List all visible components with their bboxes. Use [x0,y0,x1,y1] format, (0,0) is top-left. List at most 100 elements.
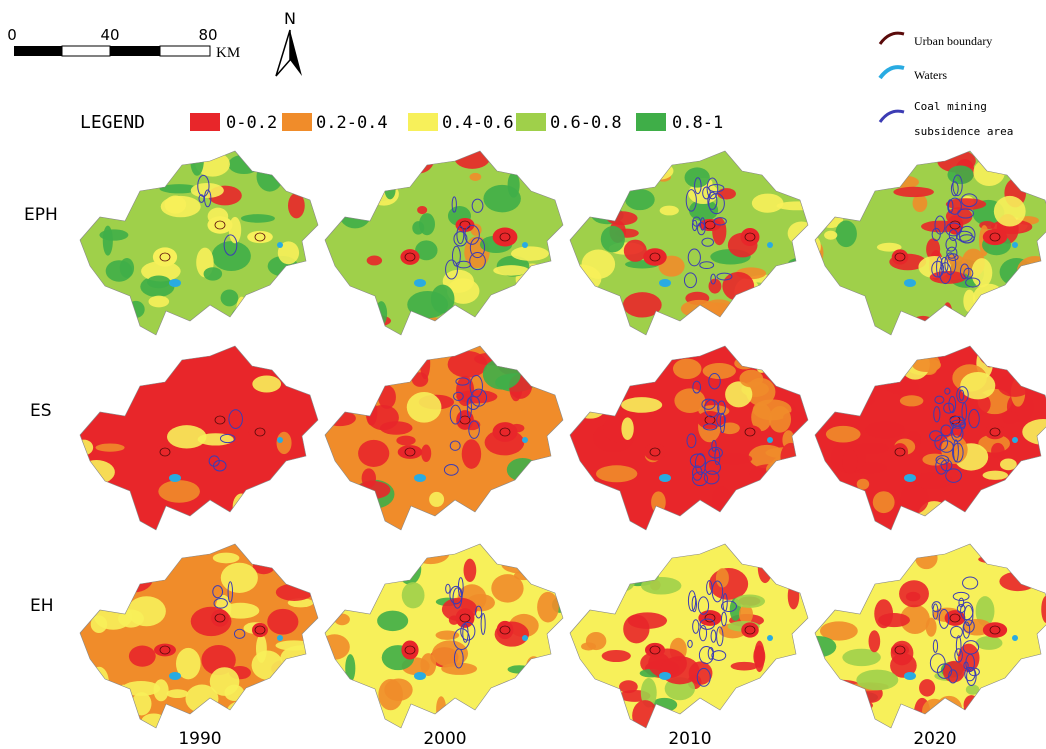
urban-core [697,411,722,429]
map-patch [601,226,625,252]
map-patch [441,663,477,675]
map-patch [596,465,637,482]
map-patch [835,221,857,248]
map-patch [628,612,667,628]
map-patch [991,443,1005,459]
water [414,474,426,482]
scale-segment [14,46,62,56]
urban-core [211,609,229,626]
row-label: EH [30,596,54,616]
map-patch [971,258,992,287]
map-patch [660,206,679,216]
water [904,672,916,680]
water [659,474,671,482]
map-patch [621,397,662,413]
north-label: N [284,9,296,28]
map-patch [106,260,133,281]
map-patch [856,442,888,454]
urban-core [891,644,909,657]
overlay-label: Coal mining [914,100,987,113]
map-patch [960,372,995,399]
figure: 0 40 80 KM N LEGEND 0-0.2 0.2-0.4 0.4-0.… [0,0,1046,749]
urban-core [643,248,666,266]
map-patch [731,662,758,671]
map-patch [873,491,895,513]
map-patch [221,289,239,306]
urban-core [252,623,268,637]
urban-core [398,445,423,459]
urban-core [207,216,232,233]
legend-label: 0.4-0.6 [442,113,514,133]
water [1012,635,1018,641]
map-patch [1000,459,1017,471]
map-patch [204,267,223,280]
row-label: EPH [24,205,58,225]
water [277,635,283,641]
map-patch [926,618,937,637]
map-patch [874,599,893,628]
map-patch [491,574,523,602]
map-patch [511,246,549,260]
urban-core [493,228,518,247]
map-patch [673,359,702,379]
map-patch [407,392,442,423]
urban-core [209,412,231,428]
scale-label: 0 [7,26,17,44]
map-patch [619,680,638,693]
water [659,279,671,287]
map-patch [709,568,748,600]
map-patch [367,256,382,266]
water [767,242,773,248]
urban-core [248,426,271,439]
urban-core [741,622,759,637]
urban-core [497,621,514,639]
map-patch [753,645,765,667]
legend-swatch [636,113,666,131]
map-patch [464,559,477,582]
legend-swatch [408,113,438,131]
map-patch [947,165,973,184]
water [767,635,773,641]
water [169,279,181,287]
map-patch [419,213,435,235]
map-patch [717,188,736,199]
urban-core [401,640,418,659]
map-patch [358,440,389,467]
map-patch [470,173,482,181]
map-patch [624,240,647,262]
urban-core [739,425,762,439]
map-patch [417,206,427,214]
map-patch [384,679,412,701]
legend-label: 0.8-1 [672,113,723,133]
legend-swatch [282,113,312,131]
map-patch [158,480,200,503]
legend-label: 0.2-0.4 [316,113,388,133]
map-patch [252,375,281,392]
water [277,242,283,248]
map-patch [212,241,251,271]
urban-core [892,249,909,264]
map-patch [167,425,207,448]
map-patch [769,406,791,433]
overlay-label: subsidence area [914,125,1013,138]
water [414,672,426,680]
scale-segment [62,46,110,56]
map-patch [213,553,240,564]
legend-title: LEGEND [80,112,145,133]
water [659,672,671,680]
column-label: 1990 [178,729,221,749]
map-patch [164,196,186,214]
urban-core [698,610,721,626]
column-label: 2020 [913,729,956,749]
map-patch [734,595,765,608]
map-patch [739,370,763,388]
legend-swatch [516,113,546,131]
scale-unit: KM [216,45,240,61]
map-patch [241,214,275,223]
water [522,437,528,443]
urban-core [153,247,177,266]
map-patch [96,443,125,451]
map-patch [277,432,292,454]
map-patch [581,642,596,650]
map-patch [869,630,881,652]
